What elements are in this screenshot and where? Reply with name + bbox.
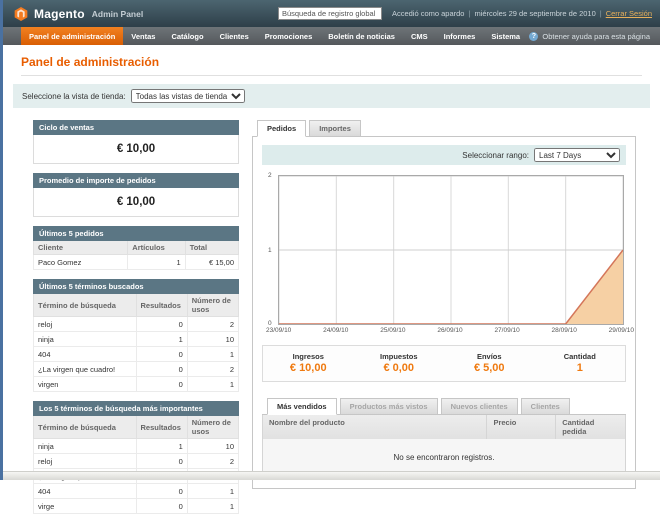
nav-item-catalogo[interactable]: Catálogo xyxy=(171,31,204,41)
bottom-frame-bar xyxy=(3,471,660,480)
chart-area-series xyxy=(279,176,623,324)
store-view-select[interactable]: Todas las vistas de tienda xyxy=(130,89,245,103)
last-search-terms-box: Últimos 5 términos buscados Término de b… xyxy=(33,279,240,392)
nav-item-dashboard[interactable]: Panel de administración xyxy=(21,27,124,45)
average-orders-box: Promedio de importe de pedidos € 10,00 xyxy=(33,173,239,217)
order-row[interactable]: Paco Gomez 1 € 15,00 xyxy=(32,254,240,270)
search-term-row[interactable]: virge 0 1 xyxy=(33,498,240,514)
search-term-row[interactable]: reloj 0 2 xyxy=(33,316,240,332)
help-label: Obtener ayuda para esta página xyxy=(542,31,650,41)
dashboard-main: Pedidos Importes Seleccionar rango: Last… xyxy=(252,120,636,489)
orders-amounts-tabs: Pedidos Importes xyxy=(252,120,636,137)
chart-plot-area: 2 1 0 xyxy=(268,172,624,326)
range-label: Seleccionar rango: xyxy=(462,150,529,160)
global-search-input[interactable] xyxy=(277,7,382,20)
magento-logo: Magento Admin Panel xyxy=(13,6,143,22)
help-link[interactable]: ? Obtener ayuda para esta página xyxy=(529,27,660,45)
nav-item-promociones[interactable]: Promociones xyxy=(264,31,313,41)
search-term-row[interactable]: virgen 0 1 xyxy=(33,376,240,392)
orders-tab-panel: Seleccionar rango: Last 7 Days 2 1 0 23/… xyxy=(252,137,636,489)
tab-productos-mas-vistos[interactable]: Productos más vistos xyxy=(339,398,438,415)
search-term-row[interactable]: reloj 0 2 xyxy=(33,453,240,469)
y-tick-0: 0 xyxy=(268,319,272,327)
average-orders-value: € 10,00 xyxy=(33,188,239,217)
top-search-terms-title: Los 5 términos de búsqueda más important… xyxy=(33,401,239,416)
lifetime-sales-value: € 10,00 xyxy=(33,135,239,164)
orders-chart: 2 1 0 23/09/10 24/09/10 25/09/10 26/09/1… xyxy=(266,172,634,334)
lifetime-sales-box: Ciclo de ventas € 10,00 xyxy=(33,120,239,164)
empty-records-message: No se encontraron registros. xyxy=(263,439,625,477)
bottom-tabs: Más vendidos Productos más vistos Nuevos… xyxy=(262,398,626,415)
current-date: miércoles 29 de septiembre de 2010 xyxy=(474,9,596,18)
last-search-terms-title: Últimos 5 términos buscados xyxy=(33,279,239,294)
logo-title: Magento xyxy=(34,6,85,21)
totals-bar: Ingresos € 10,00 Impuestos € 0,00 Envíos… xyxy=(262,345,626,382)
bestsellers-grid: Nombre del producto Precio Cantidad pedi… xyxy=(262,415,626,478)
top-search-terms-box: Los 5 términos de búsqueda más important… xyxy=(33,401,240,514)
logout-link[interactable]: Cerrar Sesión xyxy=(605,9,652,18)
nav-item-informes[interactable]: Informes xyxy=(443,31,476,41)
nav-item-sistema[interactable]: Sistema xyxy=(491,31,521,41)
store-view-label: Seleccione la vista de tienda: xyxy=(22,91,126,101)
search-term-row[interactable]: 404 0 1 xyxy=(33,483,240,499)
stat-impuestos: Impuestos € 0,00 xyxy=(379,352,418,374)
stat-ingresos: Ingresos € 10,00 xyxy=(289,352,327,374)
magento-logo-icon xyxy=(13,6,29,22)
dashboard-left-column: Ciclo de ventas € 10,00 Promedio de impo… xyxy=(32,120,240,523)
tab-importes[interactable]: Importes xyxy=(309,120,361,137)
tab-mas-vendidos[interactable]: Más vendidos xyxy=(267,398,337,415)
logged-in-as: Accedió como apardo xyxy=(391,9,465,18)
last-orders-box: Últimos 5 pedidos Cliente Artículos Tota… xyxy=(32,226,240,270)
lifetime-sales-title: Ciclo de ventas xyxy=(33,120,239,135)
tab-clientes[interactable]: Clientes xyxy=(520,398,570,415)
nav-item-clientes[interactable]: Clientes xyxy=(219,31,249,41)
main-nav: Panel de administración Ventas Catálogo … xyxy=(3,27,660,45)
search-term-row[interactable]: 404 0 1 xyxy=(33,346,240,362)
bestsellers-grid-header: Nombre del producto Precio Cantidad pedi… xyxy=(263,415,625,439)
nav-item-boletin[interactable]: Boletín de noticias xyxy=(328,31,395,41)
tab-pedidos[interactable]: Pedidos xyxy=(257,120,307,137)
average-orders-title: Promedio de importe de pedidos xyxy=(33,173,239,188)
search-term-row[interactable]: ninja 1 10 xyxy=(33,331,240,347)
stat-envios: Envíos € 5,00 xyxy=(473,352,505,374)
logo-subtitle: Admin Panel xyxy=(91,8,144,19)
range-bar: Seleccionar rango: Last 7 Days xyxy=(262,145,626,165)
page-title: Panel de administración xyxy=(21,55,642,76)
y-tick-1: 1 xyxy=(268,247,272,254)
last-orders-title: Últimos 5 pedidos xyxy=(33,226,239,241)
nav-item-cms[interactable]: CMS xyxy=(410,31,428,41)
x-axis-labels: 23/09/10 24/09/10 25/09/10 26/09/10 27/0… xyxy=(266,327,634,334)
admin-header: Magento Admin Panel Accedió como apardo … xyxy=(3,0,660,27)
range-select[interactable]: Last 7 Days xyxy=(534,148,620,162)
stat-cantidad: Cantidad 1 xyxy=(563,352,596,374)
y-tick-2: 2 xyxy=(268,172,272,179)
help-icon: ? xyxy=(529,31,539,41)
nav-item-ventas[interactable]: Ventas xyxy=(131,31,156,41)
store-view-bar: Seleccione la vista de tienda: Todas las… xyxy=(13,84,650,108)
tab-nuevos-clientes[interactable]: Nuevos clientes xyxy=(440,398,518,415)
search-term-row[interactable]: ninja 1 10 xyxy=(33,438,240,454)
account-info: Accedió como apardo | miércoles 29 de se… xyxy=(391,9,652,18)
